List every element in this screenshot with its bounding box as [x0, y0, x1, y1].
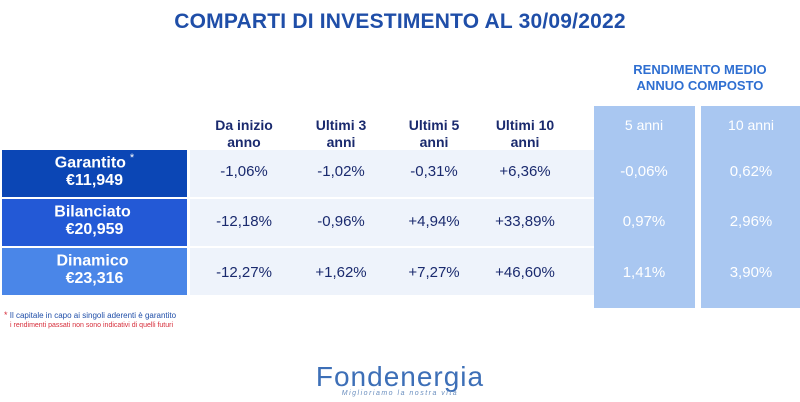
note-garantito: * Il capitale in capo ai singoli aderent…: [4, 310, 176, 320]
rendimento-header-line-1: RENDIMENTO MEDIO: [633, 62, 767, 77]
value-garantito-ultimi5: -0,31%: [410, 163, 458, 180]
logo-name: Fondenergia: [315, 361, 485, 392]
column-header-ultimi5-line-2: anni: [419, 134, 449, 150]
fund-dinamico: Dinamico €23,316: [2, 248, 187, 295]
column-header-inizio-line-2: anno: [227, 134, 261, 150]
column-header-ultimi10-line-2: anni: [510, 134, 540, 150]
value-bilanciato-ultimi3: -0,96%: [317, 213, 365, 230]
row-stripe-dinamico: [190, 248, 594, 295]
fund-name: Dinamico: [2, 250, 187, 270]
column-header-ultimi3-line-1: Ultimi 3: [315, 117, 367, 133]
fund-name: Bilanciato: [2, 201, 187, 221]
column-header-ultimi3-line-2: anni: [326, 134, 356, 150]
value-dinamico-ultimi5: +7,27%: [408, 264, 460, 281]
fund-amount: €11,949: [66, 172, 123, 189]
column-header-inizio-anno: Da inizio anno: [199, 117, 289, 151]
value-bilanciato-ultimi10: +33,89%: [495, 213, 555, 230]
value-garantito-ultimi10: +6,36%: [499, 163, 551, 180]
fund-amount: €20,959: [65, 221, 124, 238]
value-bilanciato-inizio: -12,18%: [216, 213, 272, 230]
column-header-ultimi-3: Ultimi 3 anni: [296, 117, 386, 151]
note-star: *: [4, 310, 8, 320]
fund-name-text: Garantito: [54, 154, 126, 172]
value-dinamico-ultimi3: +1,62%: [315, 264, 367, 281]
note-line-1: Il capitale in capo ai singoli aderenti …: [9, 311, 177, 320]
value-garantito-medio10: 0,62%: [729, 163, 773, 180]
value-dinamico-ultimi10: +46,60%: [495, 264, 555, 281]
column-header-medio-5: 5 anni: [624, 117, 664, 133]
value-dinamico-medio5: 1,41%: [622, 264, 666, 281]
fund-garantito: Garantito * €11,949: [2, 150, 187, 197]
rendimento-header-line-2: ANNUO COMPOSTO: [636, 78, 764, 93]
column-header-ultimi-10: Ultimi 10 anni: [480, 117, 570, 151]
fund-amount: €23,316: [65, 270, 124, 287]
fondenergia-logo: Fondenergia Miglioriamo la nostra vita: [0, 361, 800, 398]
fund-bilanciato: Bilanciato €20,959: [2, 199, 187, 246]
logo-tagline: Miglioriamo la nostra vita: [341, 390, 459, 397]
value-dinamico-inizio: -12,27%: [216, 264, 272, 281]
fund-name-text: Bilanciato: [54, 203, 131, 221]
medio-10-column-bg: [701, 106, 800, 308]
value-bilanciato-ultimi5: +4,94%: [408, 213, 460, 230]
column-header-ultimi-5: Ultimi 5 anni: [389, 117, 479, 151]
note-line-2: i rendimenti passati non sono indicativi…: [10, 322, 174, 329]
fund-name: Garantito *: [2, 152, 187, 172]
row-stripe-garantito: [190, 150, 594, 197]
column-header-inizio-line-1: Da inizio: [215, 117, 273, 133]
value-dinamico-medio10: 3,90%: [729, 264, 773, 281]
fund-name-text: Dinamico: [56, 252, 129, 270]
value-garantito-medio5: -0,06%: [620, 163, 668, 180]
column-header-ultimi10-line-1: Ultimi 10: [495, 117, 555, 133]
value-garantito-ultimi3: -1,02%: [317, 163, 365, 180]
medio-5-column-bg: [594, 106, 695, 308]
value-garantito-inizio: -1,06%: [220, 163, 268, 180]
value-bilanciato-medio5: 0,97%: [622, 213, 666, 230]
value-bilanciato-medio10: 2,96%: [729, 213, 773, 230]
fund-mark: *: [129, 152, 135, 164]
row-stripe-bilanciato: [190, 199, 594, 246]
rendimento-medio-header: RENDIMENTO MEDIO ANNUO COMPOSTO: [600, 62, 800, 94]
column-header-ultimi5-line-1: Ultimi 5: [408, 117, 460, 133]
page-title: COMPARTI DI INVESTIMENTO AL 30/09/2022: [174, 10, 626, 33]
column-header-medio-10: 10 anni: [728, 117, 774, 133]
